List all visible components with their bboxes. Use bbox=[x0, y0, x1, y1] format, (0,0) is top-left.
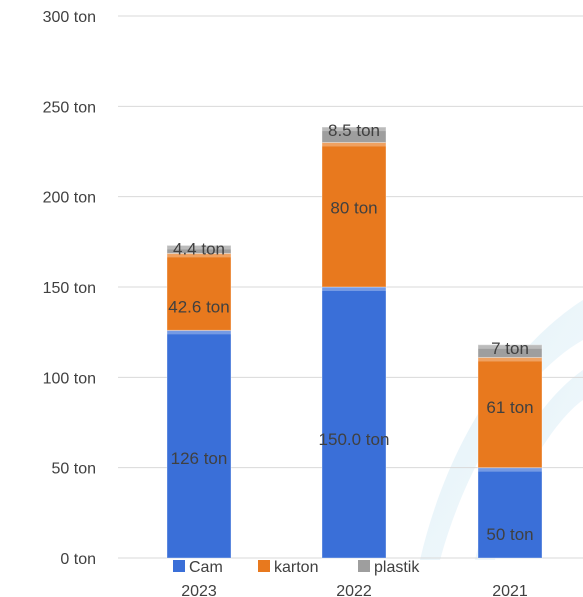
y-tick-label: 100 ton bbox=[43, 370, 96, 387]
legend-swatch bbox=[173, 560, 185, 572]
legend-swatch bbox=[358, 560, 370, 572]
y-tick-label: 300 ton bbox=[43, 9, 96, 26]
x-category-label: 2022 bbox=[336, 583, 372, 597]
y-tick-label: 200 ton bbox=[43, 190, 96, 207]
legend-item-karton: karton bbox=[258, 559, 318, 576]
bar-segment-cam-2021 bbox=[477, 467, 543, 559]
data-label: 42.6 ton bbox=[168, 297, 229, 316]
bar-segment-cam-2023 bbox=[166, 329, 232, 559]
bars bbox=[166, 126, 543, 559]
x-axis-categories: 2023 2022 2021 bbox=[181, 583, 528, 597]
legend-label: Cam bbox=[189, 559, 223, 576]
bar-segment-plastik-2022 bbox=[321, 126, 387, 143]
y-tick-label: 250 ton bbox=[43, 99, 96, 116]
legend-swatch bbox=[258, 560, 270, 572]
legend-item-cam: Cam bbox=[173, 559, 223, 576]
bar-segment-plastik-2021 bbox=[477, 344, 543, 358]
bar-segment-plastik-2023 bbox=[166, 244, 232, 254]
legend: Cam karton plastik bbox=[173, 559, 420, 576]
bar-segment-cam-2022 bbox=[321, 286, 387, 559]
data-label: 50 ton bbox=[486, 525, 533, 544]
legend-label: plastik bbox=[374, 559, 420, 576]
x-category-label: 2023 bbox=[181, 583, 217, 597]
bar-segment-karton-2023 bbox=[166, 252, 232, 331]
legend-label: karton bbox=[274, 559, 318, 576]
data-label: 61 ton bbox=[486, 398, 533, 417]
data-label: 4.4 ton bbox=[173, 239, 225, 258]
x-category-label: 2021 bbox=[492, 583, 528, 597]
data-label: 80 ton bbox=[330, 199, 377, 218]
data-label: 7 ton bbox=[491, 339, 529, 358]
data-label: 150.0 ton bbox=[319, 430, 390, 449]
data-labels: 126 ton 42.6 ton 4.4 ton 150.0 ton 80 ton 8.5… bbox=[168, 121, 533, 544]
legend-item-plastik: plastik bbox=[358, 559, 420, 576]
data-label: 126 ton bbox=[171, 449, 228, 468]
y-axis-ticks: 0 ton 50 ton 100 ton 150 ton 200 ton 250 ton 3… bbox=[43, 9, 96, 568]
y-tick-label: 50 ton bbox=[52, 461, 96, 478]
bar-segment-karton-2022 bbox=[321, 141, 387, 288]
y-tick-label: 0 ton bbox=[60, 551, 96, 568]
data-label: 8.5 ton bbox=[328, 121, 380, 140]
y-tick-label: 150 ton bbox=[43, 280, 96, 297]
